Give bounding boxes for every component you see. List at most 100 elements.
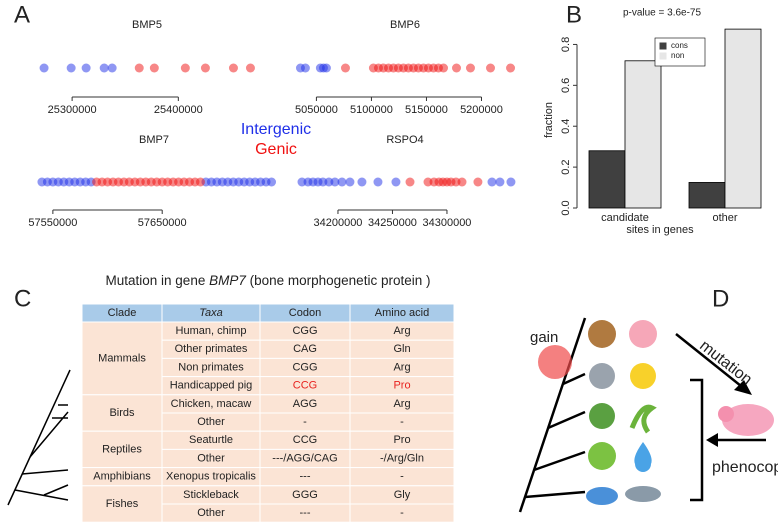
cell-text: Non primates (178, 361, 244, 373)
dot (300, 63, 310, 73)
legend-swatch (659, 52, 667, 60)
dot (452, 63, 462, 73)
icon-snake (629, 404, 657, 434)
y-tick-label: 0.8 (560, 37, 572, 52)
icon-pig (629, 320, 657, 348)
bar (688, 182, 726, 209)
cell-text: GGG (292, 489, 318, 501)
y-tick-label: 0.4 (560, 119, 572, 134)
dot (180, 63, 190, 73)
cell-text: Stickleback (183, 489, 239, 501)
y-tick-label: 0.6 (560, 78, 572, 93)
cell-text: - (400, 471, 404, 483)
icons (586, 320, 774, 505)
cell-text: - (400, 507, 404, 519)
icon-frog (588, 442, 616, 470)
x-tick-label: 5100000 (350, 104, 393, 116)
cell-text: Other (197, 416, 225, 428)
dot (107, 63, 117, 73)
tree-branch (547, 410, 586, 430)
x-tick-label: 25300000 (48, 104, 97, 116)
x-tick-label: 34250000 (368, 217, 417, 229)
cell-text: --- (300, 507, 311, 519)
x-tick-label: 34200000 (313, 217, 362, 229)
dot (506, 63, 516, 73)
cell-text: Gly (394, 489, 411, 501)
dot (473, 177, 483, 187)
header-label: Amino acid (375, 307, 429, 319)
arrow-head (734, 380, 752, 395)
cell-text: Pro (393, 434, 410, 446)
cell-text: Seaturtle (189, 434, 233, 446)
panel-label: A (14, 1, 30, 28)
clade-label: Mammals (98, 352, 146, 364)
bar (624, 60, 662, 209)
tree-branch (14, 484, 69, 501)
dot (66, 63, 76, 73)
cell-text: CCG (293, 380, 317, 392)
cell-text: - (400, 416, 404, 428)
dot (39, 63, 49, 73)
arrow (675, 333, 747, 391)
y-axis-title: fraction (543, 102, 555, 138)
cell-text: Human, chimp (176, 325, 247, 337)
cell-text: Handicapped pig (170, 380, 253, 392)
legend-label: Intergenic (241, 121, 311, 138)
cell-text: ---/AGG/CAG (272, 452, 337, 464)
tree-d (518, 317, 766, 513)
icon-turtle (589, 403, 615, 429)
clade-label: Birds (109, 407, 135, 419)
cell-text: AGG (293, 398, 317, 410)
table-cell (349, 503, 455, 523)
cell-text: CGG (292, 325, 317, 337)
dot (495, 177, 505, 187)
panel-label: C (14, 285, 31, 312)
tree-branch (7, 369, 71, 506)
cell-text: Arg (393, 361, 410, 373)
icon-shark (625, 486, 661, 502)
cell-text: Gln (393, 343, 410, 355)
legend-label: cons (671, 41, 688, 50)
chart-title: p-value = 3.6e-75 (623, 8, 702, 19)
caption-part: (bone morphogenetic protein ) (246, 273, 431, 288)
icon-fish (586, 487, 618, 505)
caption-part: BMP7 (209, 273, 246, 288)
icon-droplet (634, 442, 652, 472)
bar (724, 28, 762, 209)
y-tick-label: 0.2 (560, 159, 572, 174)
cell-text: -/Arg/Gln (380, 452, 424, 464)
dot (200, 63, 210, 73)
x-tick-label: 57550000 (28, 217, 77, 229)
dot (99, 63, 109, 73)
bar (588, 150, 626, 209)
panel-label: D (712, 285, 729, 312)
diagram-label: mutation (696, 337, 755, 388)
icon-pigeon (589, 363, 615, 389)
chart-title: BMP5 (132, 19, 162, 31)
dot (228, 63, 238, 73)
legend-label: non (671, 51, 684, 60)
dot (134, 63, 144, 73)
header-label: Clade (108, 307, 137, 319)
icon-monkey (588, 320, 616, 348)
dot (486, 63, 496, 73)
dot (340, 63, 350, 73)
icon-pig-mutant (722, 404, 774, 436)
tree-branch (562, 372, 586, 386)
table-caption: Mutation in gene BMP7 (bone morphogeneti… (106, 273, 431, 288)
gain-marker (538, 345, 572, 379)
tree-c (7, 369, 71, 506)
tree-branch (21, 469, 69, 475)
x-axis-title: sites in genes (626, 224, 694, 236)
cell-text: Other (197, 452, 225, 464)
panel-label: B (566, 1, 582, 28)
dot (487, 177, 497, 187)
cell-text: CAG (293, 343, 317, 355)
diagram-label: gain (530, 329, 558, 346)
x-tick-label: 57650000 (138, 217, 187, 229)
dot (506, 177, 516, 187)
dot (373, 177, 383, 187)
x-tick-label: 5150000 (405, 104, 448, 116)
cell-text: - (303, 416, 307, 428)
